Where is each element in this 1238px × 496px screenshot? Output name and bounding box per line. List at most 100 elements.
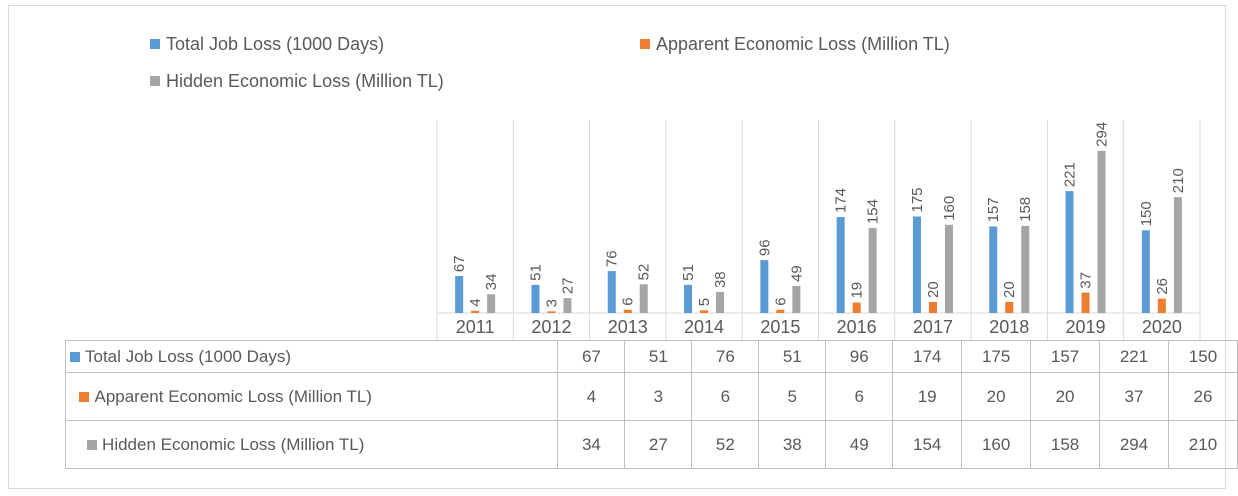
table-cell: 6 [691,372,760,421]
table-cell: 5 [758,372,827,421]
table-cell: 157 [1030,340,1101,373]
table-cell: 6 [825,372,894,421]
table-cell: 67 [557,340,626,373]
table-cell: 150 [1167,340,1238,373]
data-label: 150 [1138,201,1155,226]
data-label: 51 [680,264,697,281]
table-cell: 76 [691,340,760,373]
table-cell: 294 [1099,420,1169,469]
table-cell: 51 [758,340,827,373]
table-cell: 19 [892,372,963,421]
x-tick-label: 2018 [989,317,1029,337]
data-label: 20 [925,281,942,298]
table-cell: 4 [557,372,626,421]
bar [760,260,769,313]
data-table: Total Job Loss (1000 Days) 67 51 76 51 96 174 1… [64,340,1238,469]
bar [1097,150,1106,313]
table-cell: 52 [691,420,760,469]
table-cell: 34 [557,420,626,469]
bar [607,271,616,313]
table-cell: 174 [892,340,963,373]
bar [989,226,998,313]
bar [1005,301,1014,313]
legend-label: Hidden Economic Loss (Million TL) [166,71,444,91]
data-label: 19 [849,282,866,299]
bar [1173,197,1182,313]
data-label: 34 [483,274,500,291]
bar [455,276,464,313]
table-cell: 221 [1099,340,1169,373]
legend-key [79,391,90,402]
bar [547,311,556,313]
row-header-label: Hidden Economic Loss (Million TL) [102,434,365,454]
x-tick-label: 2013 [608,317,648,337]
table-cell: 37 [1099,372,1169,421]
legend-label: Total Job Loss (1000 Days) [166,34,384,54]
bar [716,292,725,313]
bar [684,284,693,313]
bar [700,310,709,313]
table-cell: 51 [624,340,693,373]
bar [487,294,496,313]
table-cell: 160 [961,420,1032,469]
x-tick-label: 2020 [1142,317,1182,337]
x-tick-label: 2012 [531,317,571,337]
bar [531,284,540,313]
data-label: 37 [1078,272,1095,289]
table-cell: 20 [1030,372,1101,421]
data-label: 210 [1170,168,1187,193]
table-cell: 175 [961,340,1032,373]
table-cell: 158 [1030,420,1101,469]
table-cell: 96 [825,340,894,373]
legend-key [640,39,650,49]
row-header-label: Apparent Economic Loss (Million TL) [94,386,372,406]
table-cell: 20 [961,372,1032,421]
x-tick-label: 2011 [456,317,495,337]
data-label: 160 [941,196,958,221]
row-header-label: Total Job Loss (1000 Days) [85,346,291,366]
bar [836,217,845,313]
data-label: 52 [636,264,653,281]
bar [639,284,648,313]
table-cell: 26 [1167,372,1238,421]
legend-key [87,439,98,450]
bar [792,285,801,313]
data-label: 49 [788,265,805,282]
row-header: Hidden Economic Loss (Million TL) [64,420,559,469]
bar [1141,230,1150,313]
table-cell: 154 [892,420,963,469]
data-label: 20 [1001,281,1018,298]
table-cell: 49 [825,420,894,469]
table-cell: 210 [1167,420,1238,469]
data-label: 294 [1094,122,1111,147]
x-tick-label: 2016 [837,317,877,337]
bar [1157,298,1166,313]
bar [928,301,937,313]
data-label: 6 [620,297,637,305]
data-label: 6 [772,297,789,305]
legend-key [150,39,160,49]
data-label: 174 [833,188,850,213]
data-label: 4 [467,298,484,306]
bar [1021,225,1030,313]
data-label: 67 [451,255,468,272]
data-label: 154 [865,199,882,224]
x-tick-label: 2014 [684,317,724,337]
bar [944,224,953,313]
bar [1065,191,1074,313]
legend-key [150,76,160,86]
x-tick-label: 2015 [760,317,800,337]
data-label: 96 [756,239,773,256]
table-cell: 27 [624,420,693,469]
data-label: 38 [712,271,729,288]
table-cell: 38 [758,420,827,469]
data-label: 3 [543,299,560,307]
data-label: 175 [909,187,926,212]
table-row: Total Job Loss (1000 Days) 67 51 76 51 96 174 1… [64,340,1238,373]
data-label: 51 [527,264,544,281]
bar [868,228,877,313]
bar [776,309,785,313]
data-label: 26 [1154,278,1171,295]
